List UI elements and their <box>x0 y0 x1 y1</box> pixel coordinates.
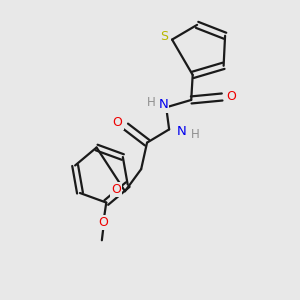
Text: O: O <box>98 216 108 229</box>
Text: H: H <box>191 128 200 141</box>
Text: O: O <box>113 116 122 128</box>
Text: O: O <box>111 183 121 196</box>
Text: S: S <box>160 30 168 43</box>
Text: N: N <box>158 98 168 111</box>
Text: N: N <box>177 125 186 138</box>
Text: O: O <box>226 91 236 103</box>
Text: H: H <box>146 95 155 109</box>
